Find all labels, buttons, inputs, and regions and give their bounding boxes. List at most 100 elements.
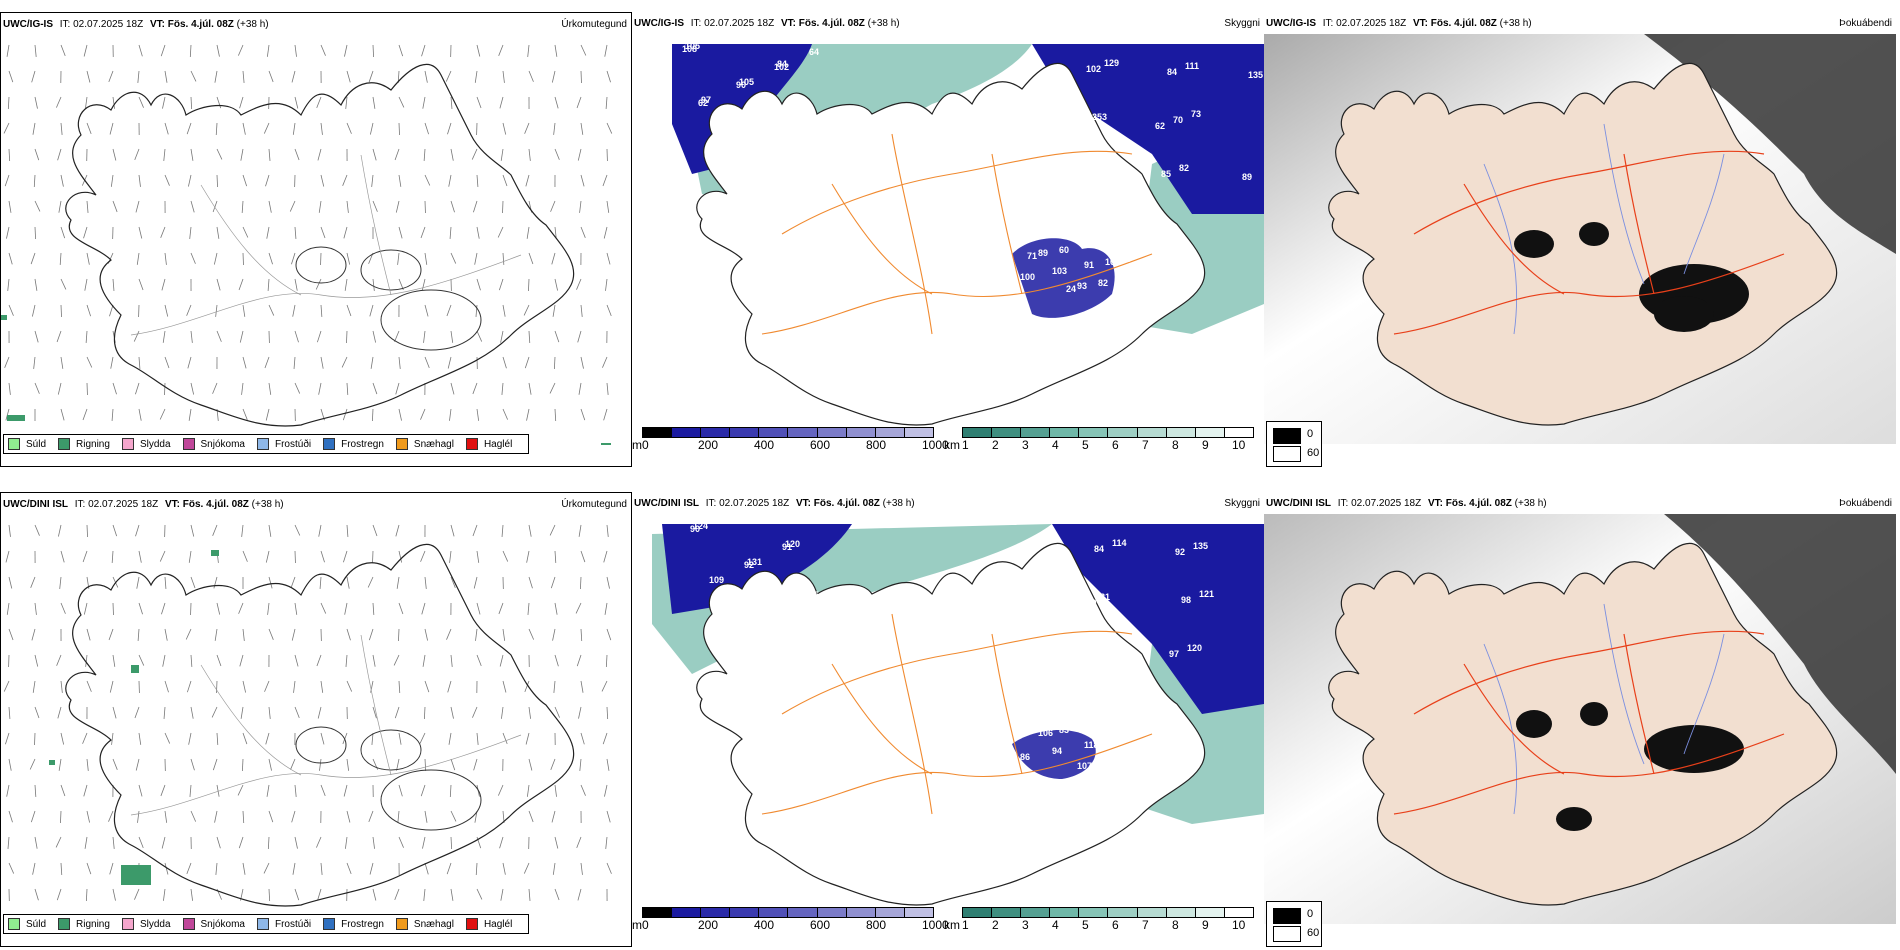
wind-barb: [112, 654, 116, 667]
panel-header: UWC/DINI ISL IT: 02.07.2025 18Z VT: Fös.…: [1266, 498, 1892, 514]
wind-barb: [423, 888, 426, 901]
ceiling-label: 100: [1020, 272, 1035, 282]
legend-swatch: [8, 918, 20, 930]
wind-barb: [554, 654, 559, 667]
wind-barb: [263, 122, 270, 134]
wind-barb: [190, 148, 194, 161]
wind-barb: [215, 304, 218, 317]
wind-barb: [345, 654, 348, 667]
wind-barb: [294, 836, 298, 849]
wind-barb: [34, 148, 40, 161]
panel-header: UWC/IG-IS IT: 02.07.2025 18Z VT: Fös. 4.…: [634, 18, 1260, 34]
wind-barb: [135, 200, 140, 213]
wind-barb: [342, 174, 348, 186]
fog-legend: 0 60: [1266, 901, 1322, 947]
wind-barb: [190, 382, 195, 395]
init-time: IT: 02.07.2025 18Z: [59, 19, 144, 30]
wind-barb: [57, 148, 62, 161]
wind-barb: [554, 602, 558, 615]
wind-barb: [368, 70, 374, 83]
valid-time: VT: Fös. 4.júl. 08Z: [795, 498, 880, 509]
precip-legend-item: Frostúði: [256, 918, 311, 930]
wind-barb: [134, 888, 140, 900]
ceiling-label: 72: [790, 116, 800, 126]
wind-barb: [216, 836, 221, 849]
wind-barb: [164, 70, 168, 83]
wind-barb: [112, 836, 115, 849]
wind-barb: [268, 70, 274, 83]
wind-barb: [242, 226, 249, 238]
wind-barb: [398, 602, 404, 615]
wind-barb: [162, 654, 166, 667]
wind-barb: [397, 810, 400, 823]
wind-barb: [264, 356, 270, 369]
wind-barb: [372, 330, 377, 343]
product-type: Þokuábendi: [1839, 498, 1892, 509]
fog-map: [1264, 514, 1896, 924]
ceiling-label: 84: [1167, 67, 1177, 77]
colorbar-tick: 4: [1052, 438, 1059, 452]
wind-barb: [162, 330, 166, 343]
wind-barb: [242, 628, 245, 641]
wind-barb: [133, 330, 140, 342]
wind-barb: [86, 628, 91, 641]
wind-barb: [502, 356, 507, 369]
colorbar-tick: 10: [1232, 918, 1246, 932]
wind-barb: [476, 654, 482, 667]
wind-barb: [4, 356, 10, 368]
wind-barb: [60, 784, 66, 797]
wind-barb: [268, 200, 272, 213]
wind-barb: [420, 408, 426, 420]
wind-barb: [291, 252, 296, 265]
wind-barb: [476, 550, 480, 563]
wind-barb: [239, 654, 244, 667]
wind-barb: [343, 226, 348, 239]
wind-barb: [424, 356, 430, 368]
precip-legend-item: Rigning: [58, 438, 110, 450]
legend-swatch: [395, 438, 408, 450]
wind-barb: [32, 122, 36, 135]
wind-barb: [316, 96, 322, 108]
wind-barb: [60, 602, 66, 614]
wind-barb: [450, 836, 453, 849]
wind-barb: [578, 524, 582, 537]
wind-barb: [576, 836, 582, 848]
colorbar-tick: 0: [642, 918, 649, 932]
wind-barb: [8, 382, 11, 395]
colorbar-tick: 10: [1232, 438, 1246, 452]
wind-barb: [528, 278, 530, 291]
wind-barb: [135, 382, 140, 395]
wind-barb: [6, 44, 10, 57]
wind-barb: [580, 784, 586, 796]
ceiling-label: 71: [1027, 251, 1037, 261]
precip-map: [3, 524, 612, 907]
wind-barb: [424, 810, 428, 823]
wind-barb: [85, 654, 88, 667]
ceiling-label: 135: [1248, 70, 1263, 80]
precip-legend: Súld Rigning Slydda Snjókoma Frostúði Frostre…: [3, 914, 530, 934]
ceiling-label: 124: [693, 521, 708, 531]
wind-barb: [424, 576, 427, 589]
ceiling-label: 67: [720, 146, 730, 156]
wind-barb: [238, 602, 244, 614]
wind-barb: [344, 44, 348, 57]
wind-barb: [8, 252, 13, 265]
wind-barb: [188, 550, 192, 563]
wind-barb: [86, 680, 92, 692]
roads: [761, 613, 1153, 815]
fog-panel-2: UWC/DINI ISL IT: 02.07.2025 18Z VT: Fös.…: [1264, 492, 1896, 947]
fog-dark-areas: [1516, 702, 1744, 831]
wind-barb: [575, 602, 582, 614]
wind-barb: [138, 96, 144, 108]
wind-barb: [320, 680, 324, 693]
wind-barb: [215, 862, 218, 875]
legend-label: Haglél: [483, 438, 513, 450]
wind-barb: [580, 356, 584, 369]
wind-barb: [60, 44, 66, 57]
wind-barb: [450, 524, 455, 537]
wind-barb: [8, 304, 14, 316]
precip-panel-2: UWC/DINI ISL IT: 02.07.2025 18Z VT: Fös.…: [0, 492, 632, 947]
wind-barb: [320, 784, 326, 797]
lead-time: (+38 h): [1499, 18, 1532, 29]
colorbar-tick: 800: [866, 918, 887, 932]
